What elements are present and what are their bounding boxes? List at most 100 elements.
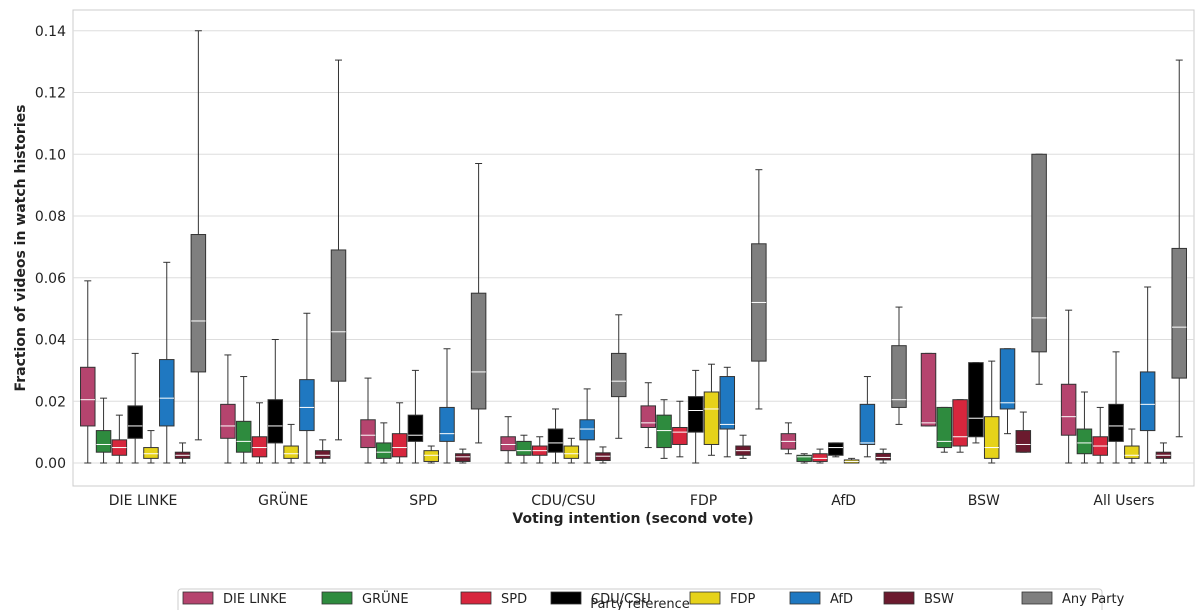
box-body [220, 403, 236, 439]
legend-swatch [689, 591, 721, 605]
box-cdu-csu [127, 352, 143, 464]
legend-item: FDP [689, 591, 755, 607]
box-cdu-csu [407, 369, 424, 464]
box-gr-ne [796, 453, 812, 464]
box-gr-ne [376, 422, 392, 464]
box-group [500, 314, 627, 464]
box-fdp [143, 430, 159, 464]
box-body [719, 376, 736, 430]
box-fdp [423, 445, 439, 464]
box-body [470, 292, 487, 410]
legend-label: AfD [830, 592, 853, 607]
box-group [1060, 59, 1187, 464]
box-body [127, 405, 143, 439]
box-body [330, 249, 347, 382]
box-die-linke [1060, 309, 1077, 464]
box-cdu-csu [687, 369, 704, 464]
box-group [920, 153, 1047, 464]
legend-item: Any Party [1021, 591, 1125, 607]
box-body [875, 452, 891, 461]
legend-swatch [460, 591, 492, 605]
box-body [812, 453, 828, 462]
box-groups [80, 30, 1187, 464]
box-gr-ne [936, 406, 953, 453]
x-tick-label: BSW [968, 493, 1000, 509]
box-afd [299, 312, 315, 464]
box-body [235, 420, 252, 453]
box-spd [531, 436, 548, 464]
box-body [891, 345, 907, 408]
box-fdp [983, 360, 1000, 464]
x-tick-label: SPD [409, 493, 437, 509]
box-body [1031, 153, 1047, 353]
box-bsw [455, 448, 471, 464]
box-cdu-csu [968, 362, 984, 444]
box-body [1060, 383, 1077, 436]
x-tick-label: CDU/CSU [531, 493, 595, 509]
box-cdu-csu [1108, 351, 1124, 464]
legend-item: GRÜNE [321, 590, 409, 607]
box-body [983, 416, 1000, 459]
x-tick-label: DIE LINKE [109, 493, 178, 509]
box-body [656, 414, 672, 449]
box-body [610, 352, 627, 398]
box-afd [439, 348, 455, 464]
box-body [251, 436, 268, 458]
box-body [1108, 403, 1124, 442]
box-bsw [875, 448, 891, 464]
box-spd [952, 399, 968, 453]
box-body [1015, 430, 1032, 453]
box-any-party [470, 163, 487, 444]
box-body [703, 391, 720, 445]
box-fdp [1124, 428, 1140, 464]
y-tick-label: 0.10 [35, 147, 66, 163]
box-body [360, 419, 376, 449]
box-afd [579, 388, 595, 464]
legend-label: SPD [501, 592, 527, 607]
legend-swatch [182, 591, 214, 605]
box-any-party [751, 169, 767, 410]
legend-item: DIE LINKE [182, 591, 287, 607]
box-spd [251, 402, 268, 464]
box-die-linke [220, 354, 236, 464]
x-tick-label: All Users [1093, 493, 1154, 509]
legend-label: DIE LINKE [223, 592, 287, 607]
box-body [687, 396, 704, 433]
box-body [376, 442, 392, 459]
legend-label: CDU/CSU [591, 592, 651, 607]
x-axis-ticks: DIE LINKE GRÜNE SPD CDU/CSU FDP AfD BSW All Use… [109, 491, 1155, 509]
box-body [1124, 445, 1140, 459]
legend-title: Party reference [590, 597, 690, 610]
box-body [80, 366, 96, 427]
box-gr-ne [516, 434, 532, 464]
x-axis-label: Voting intention (second vote) [512, 511, 753, 527]
legend-label: BSW [924, 592, 954, 607]
box-body [516, 440, 532, 456]
box-gr-ne [235, 376, 252, 464]
box-body [190, 234, 207, 373]
box-fdp [283, 423, 299, 464]
box-body [859, 403, 876, 445]
box-body [299, 379, 315, 432]
plot-area [72, 9, 1195, 487]
legend-label: GRÜNE [362, 590, 409, 607]
box-spd [391, 402, 408, 464]
legend-swatch [883, 591, 915, 605]
box-afd [999, 348, 1016, 435]
y-tick-label: 0.14 [35, 24, 66, 40]
box-body [407, 414, 424, 442]
box-body [314, 450, 331, 459]
box-body [547, 428, 564, 453]
box-bsw [1015, 411, 1032, 453]
box-body [1076, 428, 1093, 455]
box-body [640, 405, 657, 428]
box-die-linke [80, 280, 96, 464]
legend-item: SPD [460, 591, 527, 607]
legend-label: Any Party [1062, 592, 1125, 607]
box-body [828, 442, 844, 456]
box-spd [111, 414, 128, 464]
box-afd [159, 261, 175, 464]
y-tick-label: 0.12 [35, 86, 66, 102]
box-body [672, 426, 688, 445]
